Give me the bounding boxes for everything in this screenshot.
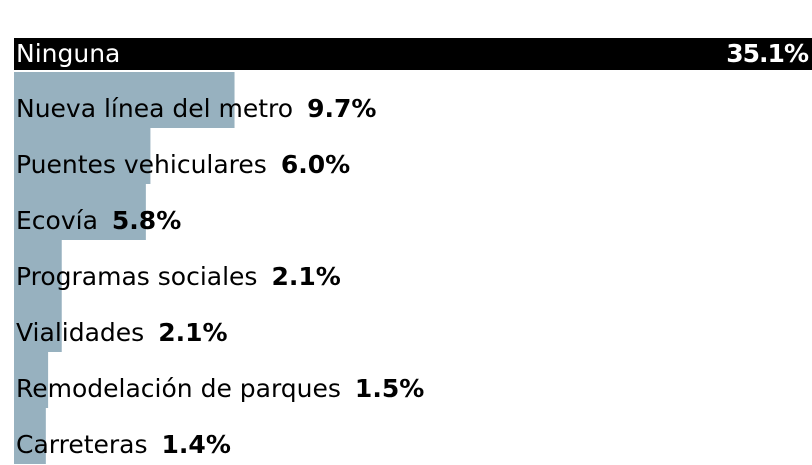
value-label: 1.5% (355, 374, 424, 403)
category-label: Vialidades (16, 318, 144, 347)
value-label: 35.1% (726, 39, 809, 68)
category-label: Programas sociales (16, 262, 257, 291)
category-label: Ninguna (16, 39, 120, 68)
category-label: Remodelación de parques (16, 374, 341, 403)
category-label: Puentes vehiculares (16, 150, 267, 179)
bar (14, 296, 62, 352)
category-label: Carreteras (16, 430, 148, 459)
value-label: 2.1% (271, 262, 340, 291)
bar (14, 72, 235, 128)
category-label: Ecovía (16, 206, 98, 235)
value-label: 1.4% (162, 430, 231, 459)
value-label: 6.0% (281, 150, 350, 179)
bar (14, 128, 151, 184)
value-label: 5.8% (112, 206, 181, 235)
bar (14, 184, 146, 240)
value-label: 9.7% (307, 94, 376, 123)
bar (14, 38, 812, 70)
value-label: 2.1% (158, 318, 227, 347)
category-label: Nueva línea del metro (16, 94, 293, 123)
bar (14, 352, 49, 408)
bar (14, 408, 46, 464)
bar (14, 240, 62, 296)
